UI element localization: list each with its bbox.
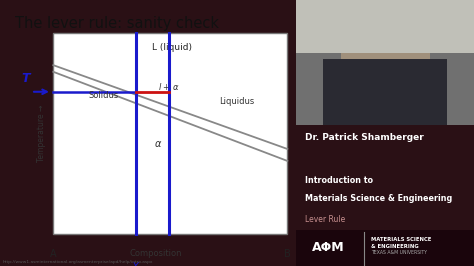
Text: http://www1.asminternational.org/asmenterprise/apd/help/intro.aspx: http://www1.asminternational.org/asmente… <box>3 260 154 264</box>
Text: Introduction to: Introduction to <box>305 176 373 185</box>
Text: Temperature →: Temperature → <box>37 105 46 162</box>
Text: MATERIALS SCIENCE: MATERIALS SCIENCE <box>371 237 431 242</box>
Text: & ENGINEERING: & ENGINEERING <box>371 244 419 249</box>
Text: AΦM: AΦM <box>312 242 345 254</box>
Text: TEXAS A&M UNIVERSITY: TEXAS A&M UNIVERSITY <box>371 250 427 255</box>
Text: L (liquid): L (liquid) <box>152 43 192 52</box>
Text: Materials Science & Engineering: Materials Science & Engineering <box>305 194 452 203</box>
Bar <box>323 59 447 125</box>
Text: B: B <box>284 249 291 259</box>
Text: Composition: Composition <box>129 249 182 258</box>
Text: Liquidus: Liquidus <box>219 97 255 106</box>
Bar <box>296 0 474 53</box>
Text: $\alpha$: $\alpha$ <box>155 139 163 149</box>
Bar <box>341 13 429 106</box>
Text: Lever Rule: Lever Rule <box>305 215 346 225</box>
Bar <box>296 0 474 125</box>
Text: Solidus: Solidus <box>89 91 119 100</box>
Text: Dr. Patrick Shamberger: Dr. Patrick Shamberger <box>305 133 424 142</box>
Text: $\mathit{l}$ + $\alpha$: $\mathit{l}$ + $\alpha$ <box>158 81 181 92</box>
Text: The lever rule: sanity check: The lever rule: sanity check <box>15 16 219 31</box>
Text: T: T <box>21 72 29 85</box>
Text: A: A <box>50 249 56 259</box>
Text: $X_0$: $X_0$ <box>131 261 145 266</box>
Bar <box>53 33 287 234</box>
Bar <box>296 230 474 266</box>
